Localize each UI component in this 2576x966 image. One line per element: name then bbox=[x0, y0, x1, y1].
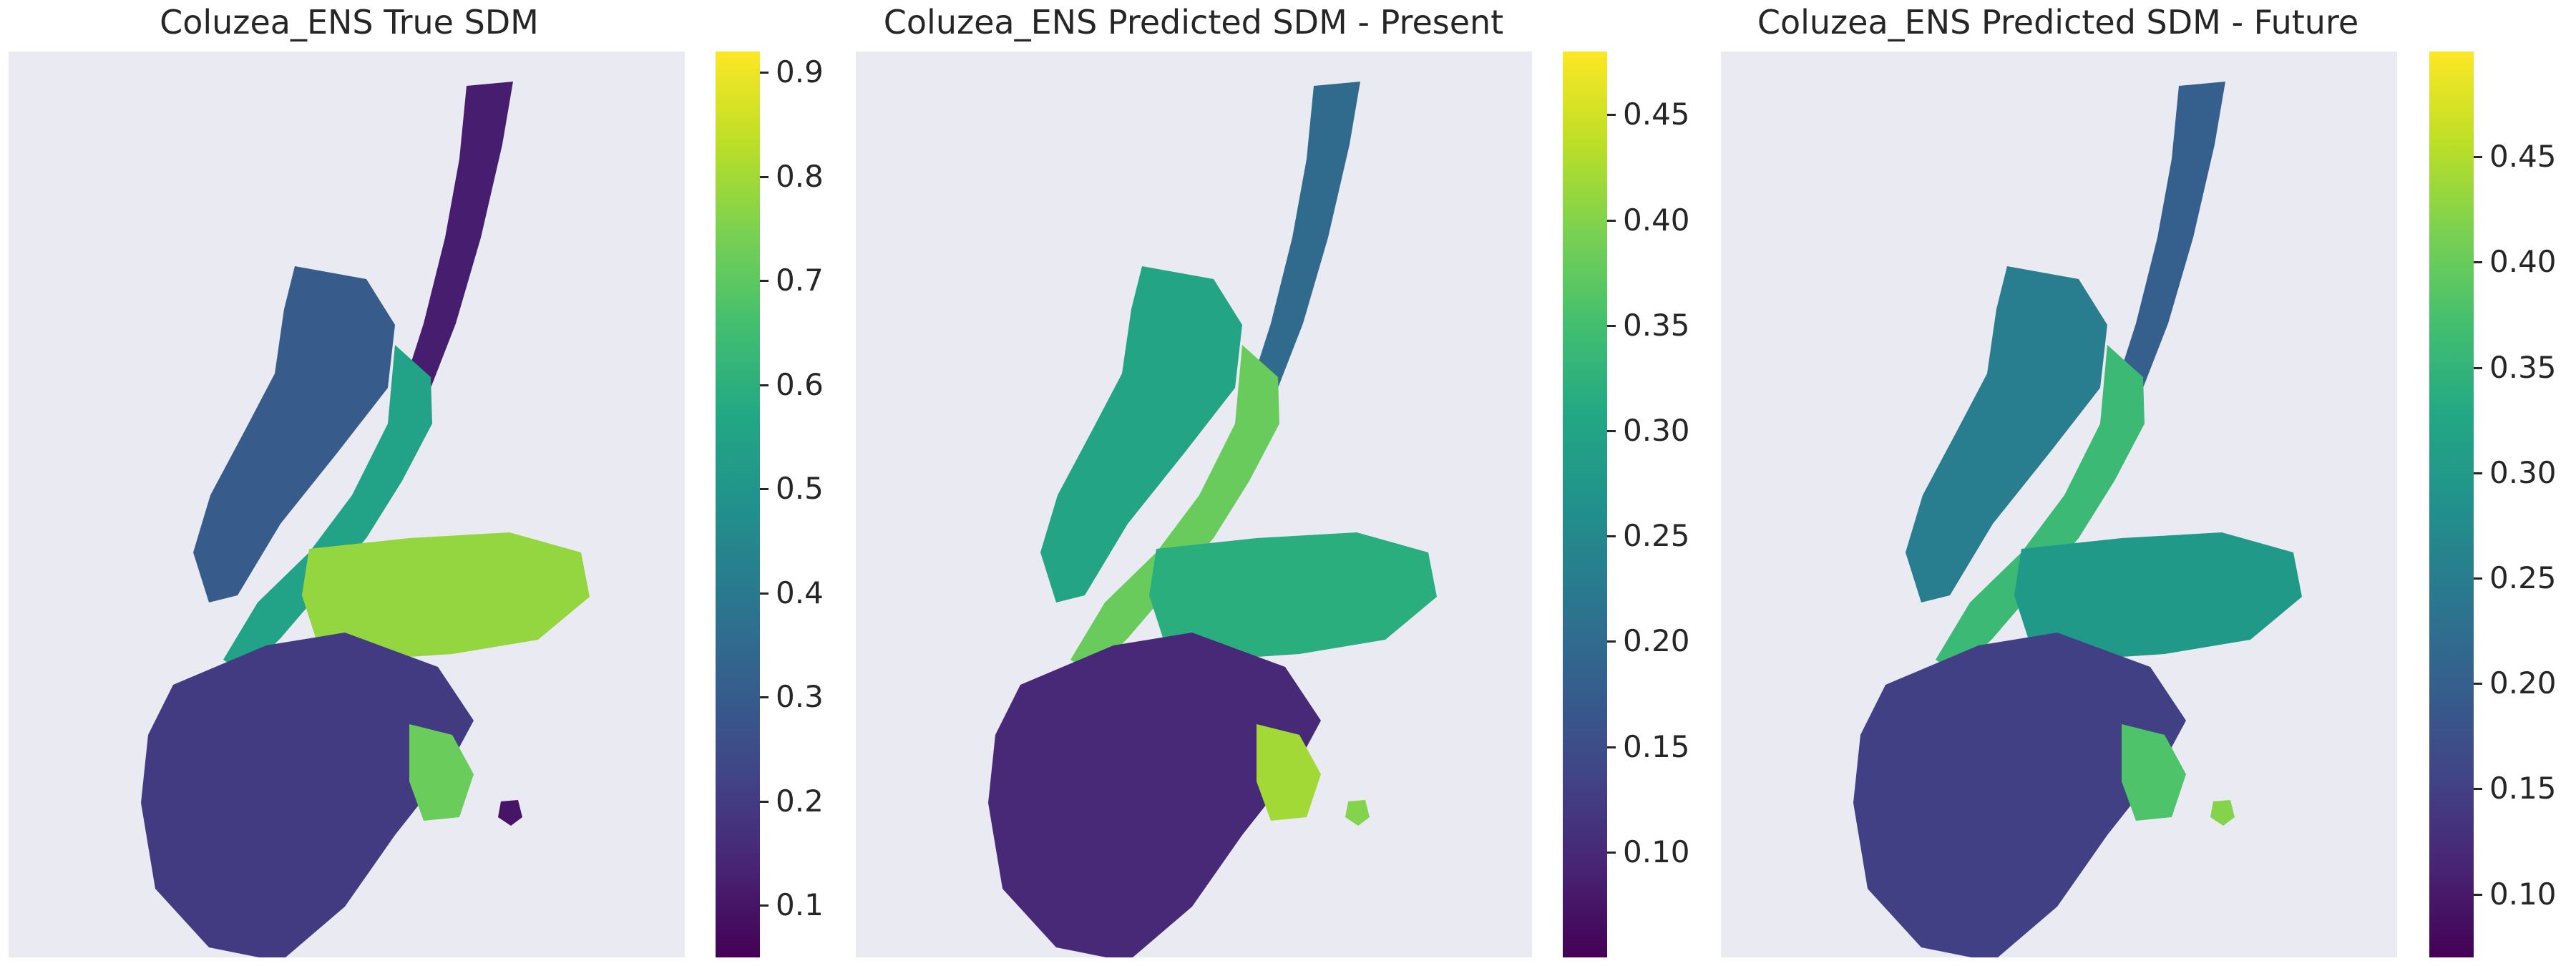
colorbar-tick-label: 0.45 bbox=[1623, 97, 1690, 132]
colorbar-tick-mark bbox=[760, 800, 769, 803]
colorbar-tick-label: 0.35 bbox=[1623, 307, 1690, 343]
colorbar: 0.1 0.2 0.3 0.4 0.5 0.6 0.7 0.8 0.9 bbox=[716, 52, 824, 957]
colorbar-tick-label: 0.8 bbox=[776, 158, 824, 194]
chart-title: Coluzea_ENS Predicted SDM - Future bbox=[1757, 3, 2359, 42]
colorbar-tick-label: 0.40 bbox=[2489, 244, 2557, 280]
species-distribution-map bbox=[988, 82, 1437, 957]
colorbar-tick-mark bbox=[760, 488, 769, 491]
map-region-north-island-west bbox=[1906, 266, 2107, 602]
map-region-southern-body bbox=[988, 633, 1321, 957]
map-region-southern-hotspots bbox=[1257, 724, 1321, 821]
map-region-north-island-east-coast bbox=[223, 345, 432, 674]
colorbar-tick-mark bbox=[1607, 746, 1616, 748]
colorbar-tick-mark bbox=[2474, 788, 2482, 791]
colorbar-tick-label: 0.3 bbox=[776, 679, 824, 715]
colorbar-tick-label: 0.7 bbox=[776, 263, 824, 298]
colorbar-tick-mark bbox=[1607, 640, 1616, 643]
map-region-north-strip bbox=[401, 82, 513, 424]
colorbar-gradient bbox=[1563, 52, 1607, 957]
colorbar-tick-label: 0.30 bbox=[2489, 454, 2557, 490]
colorbar-tick-mark bbox=[760, 696, 769, 699]
colorbar-tick-mark bbox=[2474, 893, 2482, 896]
species-distribution-map bbox=[1853, 82, 2302, 957]
colorbar-tick-mark bbox=[2474, 366, 2482, 369]
colorbar-tick-label: 0.4 bbox=[776, 575, 824, 610]
colorbar-tick-label: 0.15 bbox=[1623, 728, 1690, 764]
map-region-north-strip bbox=[2113, 82, 2225, 424]
colorbar-tick-label: 0.25 bbox=[1623, 518, 1690, 554]
colorbar-tick-label: 0.35 bbox=[2489, 349, 2557, 385]
colorbar-tick-mark bbox=[760, 904, 769, 907]
heatmap-plot-area bbox=[9, 52, 685, 957]
colorbar-tick-label: 0.15 bbox=[2489, 771, 2557, 806]
colorbar-gradient bbox=[716, 52, 760, 957]
colorbar-tick-mark bbox=[1607, 851, 1616, 854]
map-region-southern-hotspots bbox=[409, 724, 474, 821]
colorbar-tick-mark bbox=[760, 592, 769, 595]
colorbar-tick-mark bbox=[1607, 429, 1616, 432]
colorbar-tick-label: 0.25 bbox=[2489, 560, 2557, 596]
map-region-north-island-west bbox=[193, 266, 395, 602]
colorbar-tick-label: 0.5 bbox=[776, 471, 824, 507]
colorbar-tick-label: 0.40 bbox=[1623, 202, 1690, 238]
map-region-islet bbox=[1345, 800, 1370, 826]
colorbar-gradient bbox=[2429, 52, 2474, 957]
colorbar-tick-mark bbox=[2474, 683, 2482, 686]
colorbar: 0.10 0.15 0.20 0.25 0.30 0.35 0.40 0.45 bbox=[1563, 52, 1690, 957]
colorbar-tick-label: 0.1 bbox=[776, 887, 824, 923]
map-region-north-island-east-coast bbox=[1936, 345, 2145, 674]
colorbar: 0.10 0.15 0.20 0.25 0.30 0.35 0.40 0.45 bbox=[2429, 52, 2557, 957]
colorbar-tick-mark bbox=[2474, 577, 2482, 580]
colorbar-tick-mark bbox=[1607, 114, 1616, 117]
colorbar-tick-label: 0.6 bbox=[776, 366, 824, 402]
species-distribution-map bbox=[141, 82, 590, 957]
map-region-central-arm bbox=[1149, 532, 1437, 660]
chart-title: Coluzea_ENS Predicted SDM - Present bbox=[883, 3, 1504, 42]
heatmap-plot-area bbox=[856, 52, 1532, 957]
map-region-southern-body bbox=[1853, 633, 2186, 957]
colorbar-tick-mark bbox=[2474, 472, 2482, 474]
map-region-north-island-west bbox=[1040, 266, 1242, 602]
map-region-islet bbox=[498, 800, 522, 826]
colorbar-tick-label: 0.20 bbox=[1623, 623, 1690, 659]
map-region-southern-hotspots bbox=[2122, 724, 2186, 821]
colorbar-tick-mark bbox=[1607, 535, 1616, 538]
map-region-north-strip bbox=[1248, 82, 1360, 424]
colorbar-tick-label: 0.9 bbox=[776, 54, 824, 90]
map-region-central-arm bbox=[302, 532, 590, 660]
colorbar-tick-mark bbox=[2474, 261, 2482, 264]
colorbar-tick-label: 0.2 bbox=[776, 783, 824, 819]
colorbar-tick-mark bbox=[1607, 219, 1616, 222]
colorbar-tick-mark bbox=[1607, 324, 1616, 327]
colorbar-tick-mark bbox=[760, 280, 769, 283]
map-region-southern-body bbox=[141, 633, 474, 957]
colorbar-tick-label: 0.20 bbox=[2489, 665, 2557, 701]
map-region-islet bbox=[2210, 800, 2235, 826]
map-region-north-island-east-coast bbox=[1070, 345, 1279, 674]
colorbar-tick-mark bbox=[2474, 156, 2482, 159]
colorbar-tick-label: 0.10 bbox=[1623, 834, 1690, 869]
colorbar-tick-mark bbox=[760, 175, 769, 178]
colorbar-tick-label: 0.30 bbox=[1623, 412, 1690, 448]
colorbar-tick-label: 0.10 bbox=[2489, 876, 2557, 912]
heatmap-plot-area bbox=[1721, 52, 2397, 957]
colorbar-tick-mark bbox=[760, 72, 769, 74]
colorbar-tick-mark bbox=[760, 384, 769, 386]
chart-title: Coluzea_ENS True SDM bbox=[160, 3, 539, 42]
map-region-central-arm bbox=[2014, 532, 2302, 660]
colorbar-tick-label: 0.45 bbox=[2489, 139, 2557, 175]
